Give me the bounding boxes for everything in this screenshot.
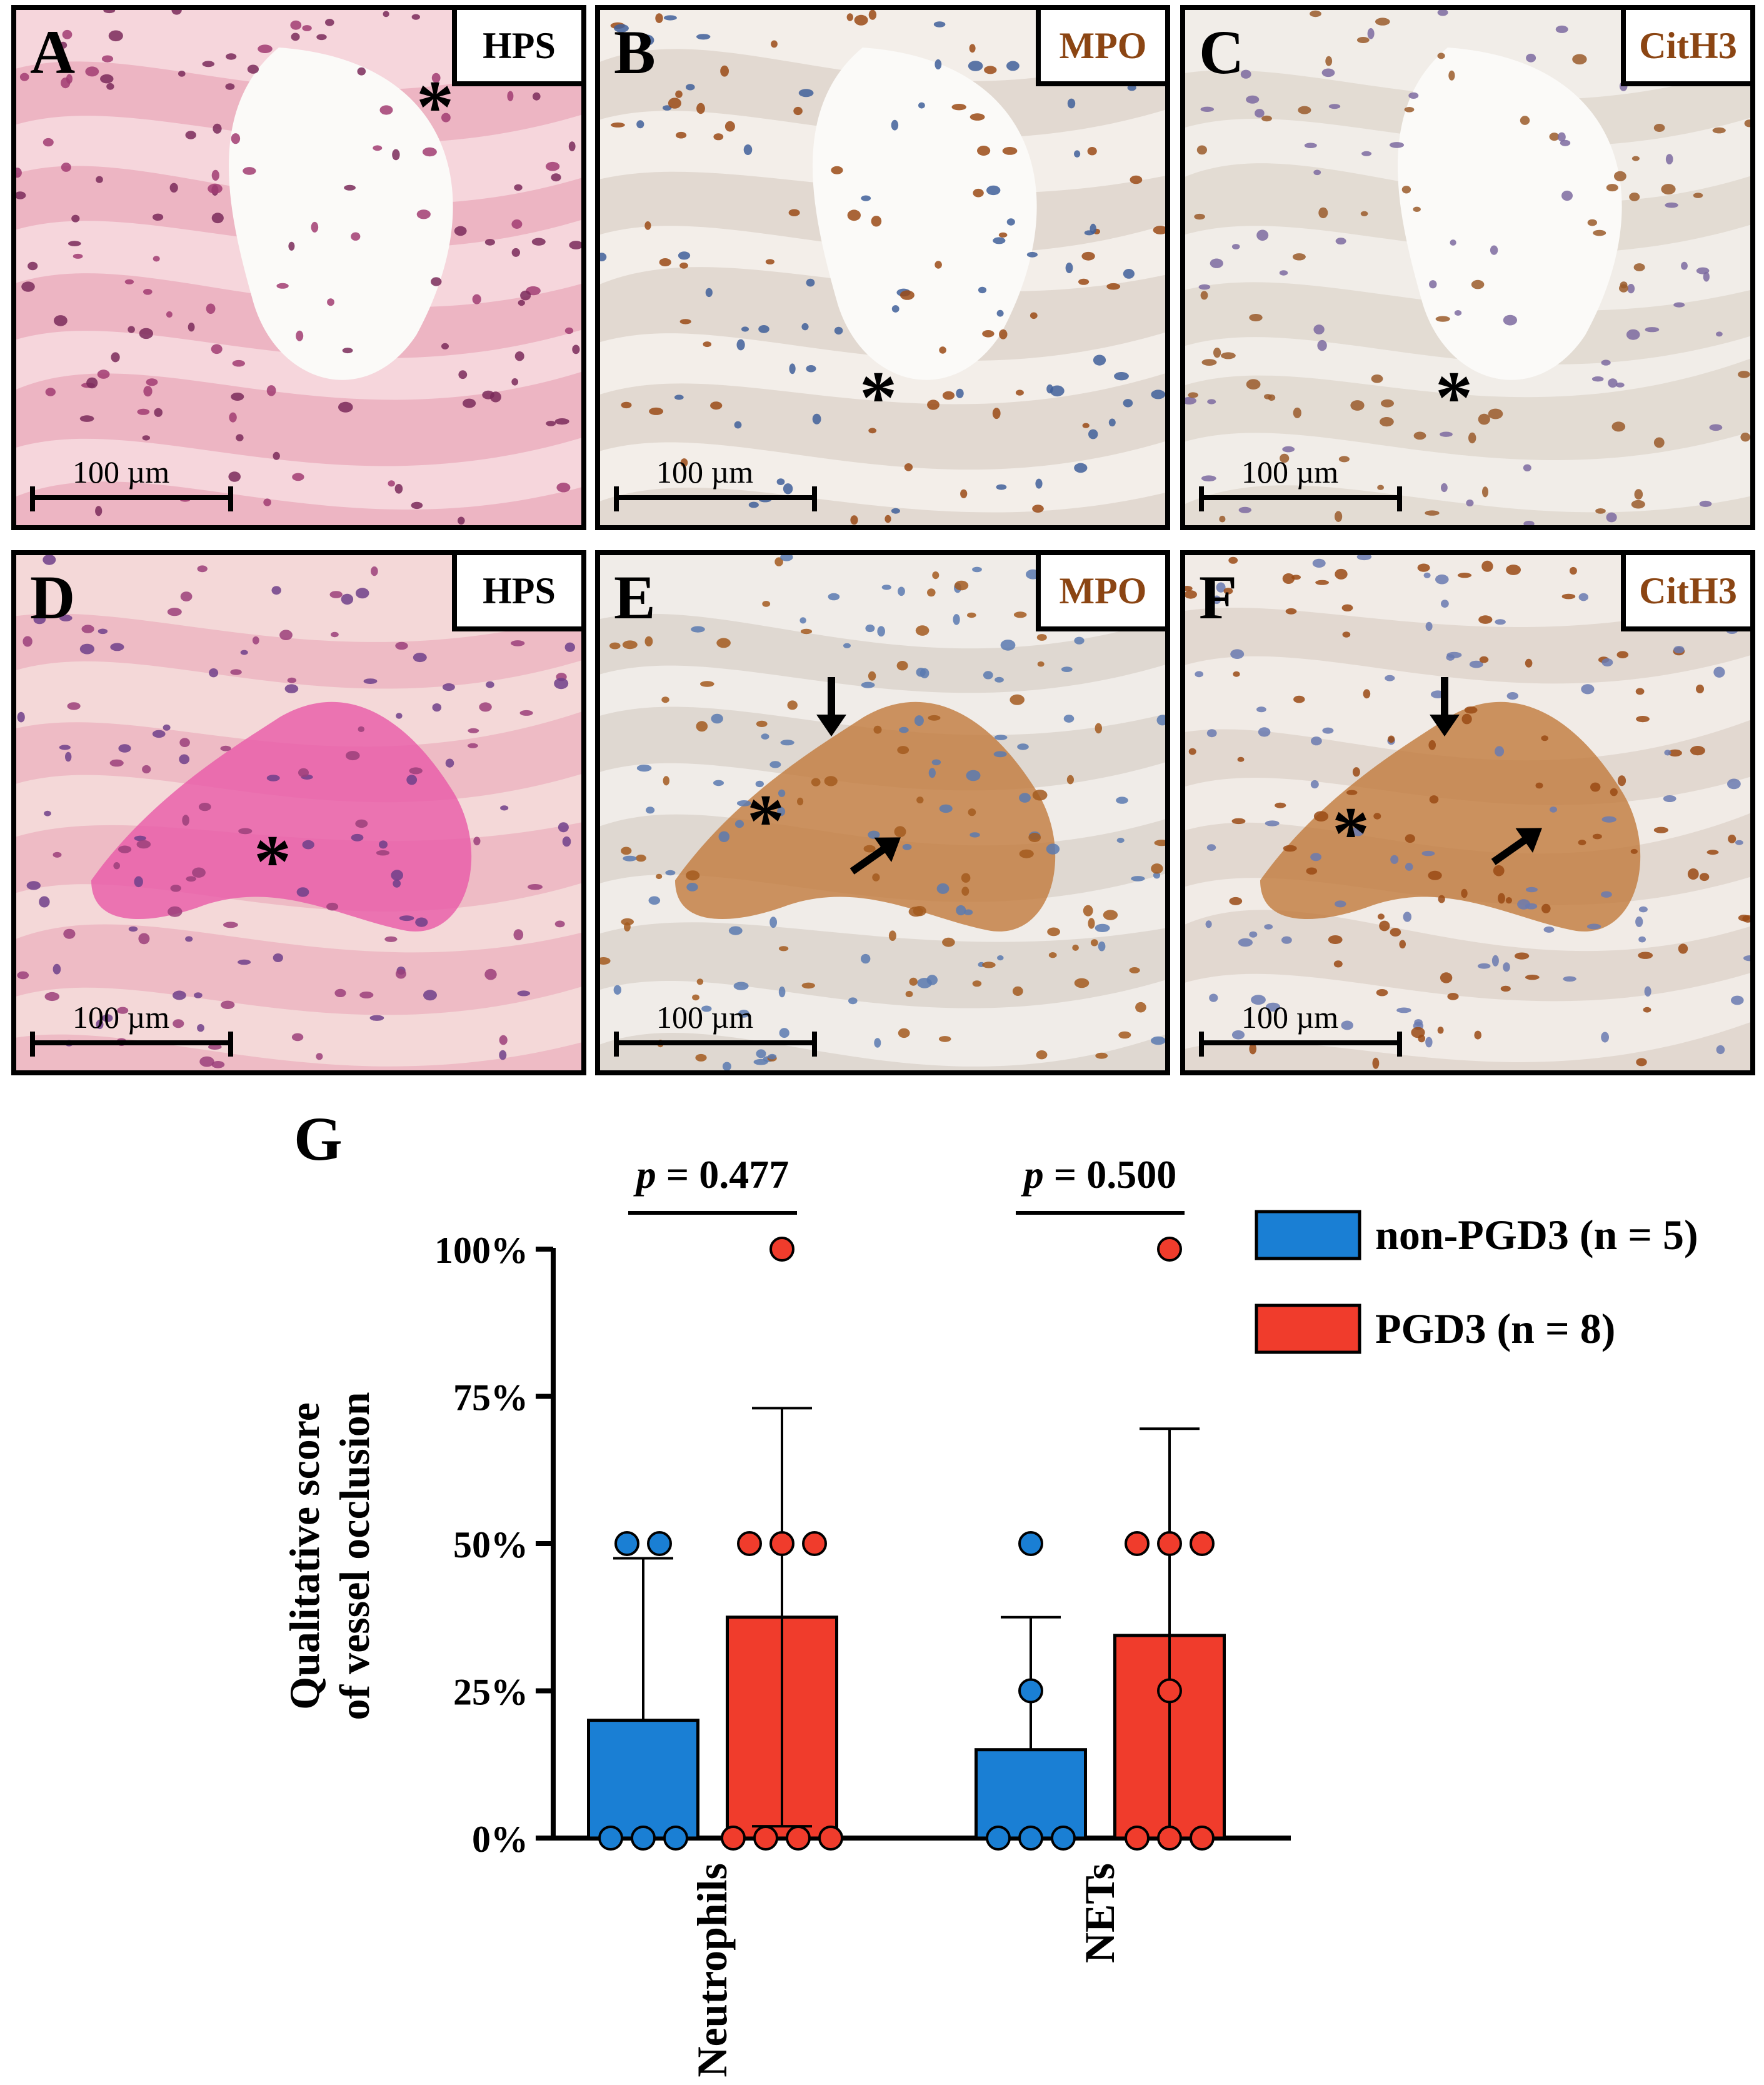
data-point xyxy=(598,1826,623,1851)
arrow-icon xyxy=(1491,828,1542,865)
y-tick-label: 0% xyxy=(472,1819,528,1860)
stain-label: HPS xyxy=(452,555,581,631)
chart-g: G Qualitative score of vessel occlusion 0% 2… xyxy=(281,1104,1698,2077)
lumen-asterisk: * xyxy=(416,65,454,148)
micrograph-panel-a: A HPS * 100 µm xyxy=(11,5,586,530)
lumen-asterisk: * xyxy=(1332,791,1370,875)
scale-bar-label: 100 µm xyxy=(73,455,170,490)
panel-letter: E xyxy=(614,563,656,632)
stain-label: MPO xyxy=(1036,10,1165,86)
pvalue-label: p = 0.477 xyxy=(633,1152,789,1197)
stain-label: HPS xyxy=(452,10,581,86)
category-label: NETs xyxy=(1076,1863,1123,1963)
y-tick-label: 50% xyxy=(453,1524,528,1565)
y-axis-label-line1: Qualitative score xyxy=(281,1402,328,1710)
data-point xyxy=(631,1826,656,1851)
lumen-asterisk: * xyxy=(254,820,291,903)
data-point xyxy=(1190,1826,1215,1851)
panel-letter: A xyxy=(30,18,76,87)
micrograph-panel-f: F CitH3 * 100 µm xyxy=(1180,550,1755,1075)
data-point xyxy=(614,1531,639,1556)
scale-bar-label: 100 µm xyxy=(656,1000,754,1035)
scale-bar xyxy=(614,1032,817,1057)
data-point xyxy=(769,1237,794,1262)
data-point xyxy=(1157,1237,1182,1262)
scale-bar-label: 100 µm xyxy=(656,455,754,490)
data-point xyxy=(1018,1531,1043,1556)
scale-bar-label: 100 µm xyxy=(1241,1000,1339,1035)
bar-non-pgd3 xyxy=(975,1748,1087,1840)
data-point xyxy=(1018,1826,1043,1851)
tissue-image xyxy=(16,555,581,1070)
data-point xyxy=(1190,1531,1215,1556)
scale-bar xyxy=(30,486,233,511)
data-point xyxy=(663,1826,688,1851)
data-point xyxy=(1125,1531,1150,1556)
tissue-image xyxy=(600,555,1165,1070)
data-point xyxy=(721,1826,746,1851)
data-point xyxy=(1018,1678,1043,1704)
micrograph-panel-d: D HPS * 100 µm xyxy=(11,550,586,1075)
y-axis-label-line2: of vessel occlusion xyxy=(331,1392,378,1720)
y-tick-label: 25% xyxy=(453,1672,528,1713)
stain-label: MPO xyxy=(1036,555,1165,631)
arrow-icon xyxy=(816,677,846,736)
lumen-asterisk: * xyxy=(859,356,897,439)
stain-label: CitH3 xyxy=(1621,555,1750,631)
legend-swatch xyxy=(1255,1210,1361,1260)
y-tick-label: 75% xyxy=(453,1377,528,1419)
lumen-asterisk: * xyxy=(747,779,784,862)
scale-bar-label: 100 µm xyxy=(1241,455,1339,490)
scale-bar xyxy=(1199,486,1402,511)
arrow-icon xyxy=(1430,677,1460,736)
bar-non-pgd3 xyxy=(587,1719,699,1840)
panel-letter: C xyxy=(1199,18,1245,87)
data-point xyxy=(1157,1678,1182,1704)
category-label: Neutrophils xyxy=(688,1863,736,2077)
panel-letter: F xyxy=(1199,563,1238,632)
data-point xyxy=(1157,1826,1182,1851)
data-point xyxy=(769,1531,794,1556)
lumen-asterisk: * xyxy=(1435,356,1473,439)
tissue-image xyxy=(1185,10,1750,525)
y-tick-label: 100% xyxy=(434,1230,528,1271)
data-point xyxy=(1157,1531,1182,1556)
scale-bar xyxy=(614,486,817,511)
stain-label: CitH3 xyxy=(1621,10,1750,86)
panel-letter: G xyxy=(294,1104,343,1173)
data-point xyxy=(647,1531,672,1556)
legend-swatch xyxy=(1255,1304,1361,1354)
micrograph-panel-e: E MPO * 100 µm xyxy=(595,550,1170,1075)
micrograph-panel-c: C CitH3 * 100 µm xyxy=(1180,5,1755,530)
data-point xyxy=(818,1826,843,1851)
tissue-image xyxy=(600,10,1165,525)
legend-label: PGD3 (n = 8) xyxy=(1375,1305,1615,1352)
scale-bar-label: 100 µm xyxy=(73,1000,170,1035)
pvalue-label: p = 0.500 xyxy=(1021,1152,1176,1197)
data-point xyxy=(986,1826,1011,1851)
scale-bar xyxy=(30,1032,233,1057)
tissue-image xyxy=(1185,555,1750,1070)
data-point xyxy=(1051,1826,1076,1851)
legend-label: non-PGD3 (n = 5) xyxy=(1375,1211,1698,1259)
data-point xyxy=(753,1826,778,1851)
arrow-icon xyxy=(849,837,901,875)
scale-bar xyxy=(1199,1032,1402,1057)
data-point xyxy=(1125,1826,1150,1851)
data-point xyxy=(737,1531,762,1556)
data-point xyxy=(786,1826,811,1851)
data-point xyxy=(802,1531,827,1556)
panel-letter: B xyxy=(614,18,656,87)
micrograph-panel-b: B MPO * 100 µm xyxy=(595,5,1170,530)
tissue-image xyxy=(16,10,581,525)
panel-letter: D xyxy=(30,563,76,632)
